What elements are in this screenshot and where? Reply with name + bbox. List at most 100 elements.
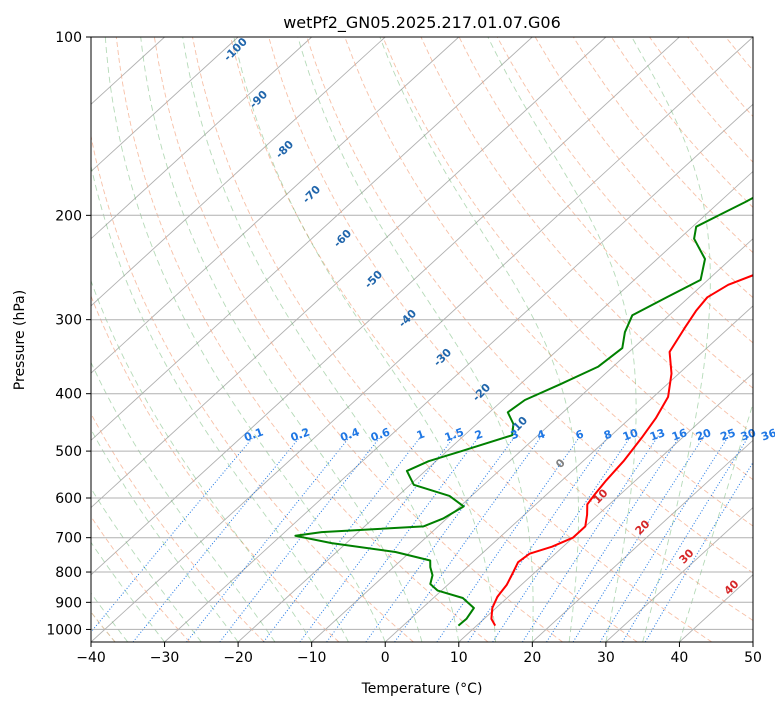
isotherm-line	[384, 305, 753, 642]
moist-adiabat-line	[91, 592, 129, 642]
mixing-ratio-label: 0.6	[369, 425, 392, 444]
moist-adiabat-line	[104, 37, 386, 642]
dry-adiabat-line	[91, 133, 414, 642]
isotherm-line	[91, 37, 753, 642]
mixing-ratio-label: 20	[694, 426, 713, 444]
y-tick-label: 300	[55, 313, 82, 329]
moist-adiabat-line	[91, 361, 276, 642]
x-axis-ticks: −40 −30 −20 −10 0 10 20 30 40 50	[76, 642, 762, 666]
isotherm-line	[91, 37, 607, 509]
mixing-ratio-label: 4	[535, 427, 547, 442]
x-tick-label: −40	[76, 650, 106, 666]
dry-adiabat-line	[115, 37, 489, 642]
dry-adiabat-line	[153, 37, 563, 642]
x-tick-label: 50	[744, 650, 762, 666]
mixing-ratio-line	[186, 434, 352, 642]
y-axis-label: Pressure (hPa)	[12, 290, 28, 390]
mixing-ratio-label: 1	[415, 427, 427, 442]
mixing-ratio-line	[522, 434, 660, 642]
mixing-ratio-label: 10	[621, 426, 640, 444]
y-tick-label: 400	[55, 387, 82, 403]
dry-adiabat-line	[91, 412, 265, 642]
moist-adiabat-line	[91, 164, 349, 642]
plot-frame	[90, 36, 754, 643]
mixing-ratio-line	[299, 434, 456, 642]
moist-adiabat-line	[91, 541, 165, 642]
isotherm-line	[91, 37, 680, 576]
isotherm-line	[91, 37, 533, 441]
mixing-ratio-line	[492, 434, 633, 642]
moist-adiabat-line	[140, 37, 423, 642]
mixing-ratio-label: 0.2	[289, 425, 312, 444]
temperature-profile-line	[490, 274, 753, 627]
mixing-ratio-line	[219, 434, 382, 642]
isotherm-line	[605, 506, 753, 642]
x-tick-label: 30	[597, 650, 615, 666]
chart-title: wetPf2_GN05.2025.217.01.07.G06	[283, 13, 561, 33]
dry-adiabat-line	[91, 294, 340, 642]
mixing-ratio-label: 1.5	[443, 425, 466, 444]
mixing-ratio-line	[326, 434, 481, 642]
isotherm-line	[237, 170, 753, 642]
y-tick-label: 800	[55, 565, 82, 581]
moist-adiabat-line	[631, 37, 711, 642]
mixing-ratio-label: 3	[509, 427, 521, 442]
mixing-ratio-label: 2	[473, 427, 485, 442]
isotherm-line	[91, 37, 386, 307]
isotherm-line	[91, 37, 460, 374]
mixing-ratio-line	[644, 461, 753, 642]
mixing-ratio-label: 8	[602, 427, 614, 442]
moist-adiabat-line	[182, 37, 460, 642]
isotherm-line	[531, 439, 753, 642]
dry-adiabat-line	[268, 37, 753, 622]
y-tick-label: 600	[55, 491, 82, 507]
mixing-ratio-label: 13	[648, 426, 667, 443]
x-axis-label: Temperature (°C)	[361, 681, 483, 697]
mixing-ratio-label: 16	[670, 426, 689, 444]
x-tick-label: −10	[297, 650, 327, 666]
x-tick-label: 10	[450, 650, 468, 666]
mixing-ratio-line	[132, 434, 302, 642]
dry-adiabat-line	[420, 37, 753, 435]
dry-adiabat-line	[306, 37, 753, 574]
isotherm-line	[91, 37, 313, 240]
y-tick-label: 700	[55, 531, 82, 547]
mixing-ratio-label: 25	[719, 426, 738, 443]
dewpoint-profile-line	[294, 196, 753, 627]
moist-adiabat-line	[379, 37, 579, 642]
moist-adiabat-line	[678, 401, 753, 642]
moist-adiabat-line	[233, 37, 497, 642]
dry-adiabat-line	[534, 37, 753, 299]
mixing-ratio-line	[436, 434, 582, 642]
dry-adiabat-line	[230, 37, 713, 642]
dry-adiabat-line	[496, 37, 753, 344]
y-tick-label: 500	[55, 444, 82, 460]
x-tick-label: 40	[671, 650, 689, 666]
isobar-lines	[91, 37, 753, 630]
mixing-ratio-label: 6	[574, 427, 586, 442]
y-tick-label: 1000	[46, 622, 82, 638]
y-tick-label: 100	[55, 30, 82, 46]
mixing-ratio-line	[394, 434, 543, 642]
x-tick-label: 0	[381, 650, 390, 666]
y-tick-label: 200	[55, 208, 82, 224]
moist-adiabat-line	[91, 487, 202, 642]
isotherm-line	[458, 372, 753, 642]
y-axis-ticks: 100 200 300 400 500 600 700 800 900 1000	[46, 30, 91, 638]
moist-adiabat-line	[91, 428, 239, 642]
x-tick-label: −20	[223, 650, 253, 666]
mixing-ratio-label: 0.4	[338, 425, 361, 444]
mixing-ratio-label: 0.1	[242, 425, 265, 444]
isotherm-line	[91, 37, 239, 173]
moist-adiabat-line	[297, 37, 534, 642]
isotherm-line	[164, 103, 753, 642]
mixing-ratio-line	[599, 434, 730, 642]
mixing-ratio-label: 36	[759, 426, 775, 444]
mixing-ratio-line	[622, 434, 750, 642]
x-tick-label: 20	[523, 650, 541, 666]
y-tick-label: 900	[55, 595, 82, 611]
dry-adiabat-line	[192, 37, 638, 642]
dry-adiabat-line	[344, 37, 753, 527]
dry-adiabat-lines	[91, 37, 753, 642]
